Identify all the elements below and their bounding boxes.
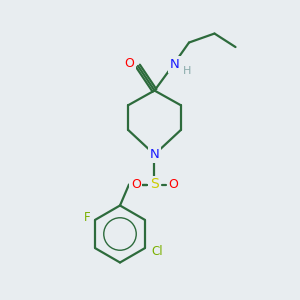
Text: N: N xyxy=(170,58,180,71)
Text: N: N xyxy=(150,148,159,161)
Text: S: S xyxy=(150,178,159,191)
Text: F: F xyxy=(84,211,90,224)
Text: O: O xyxy=(124,57,134,70)
Text: Cl: Cl xyxy=(152,245,163,258)
Text: O: O xyxy=(131,178,141,191)
Text: O: O xyxy=(168,178,178,191)
Text: H: H xyxy=(183,66,191,76)
